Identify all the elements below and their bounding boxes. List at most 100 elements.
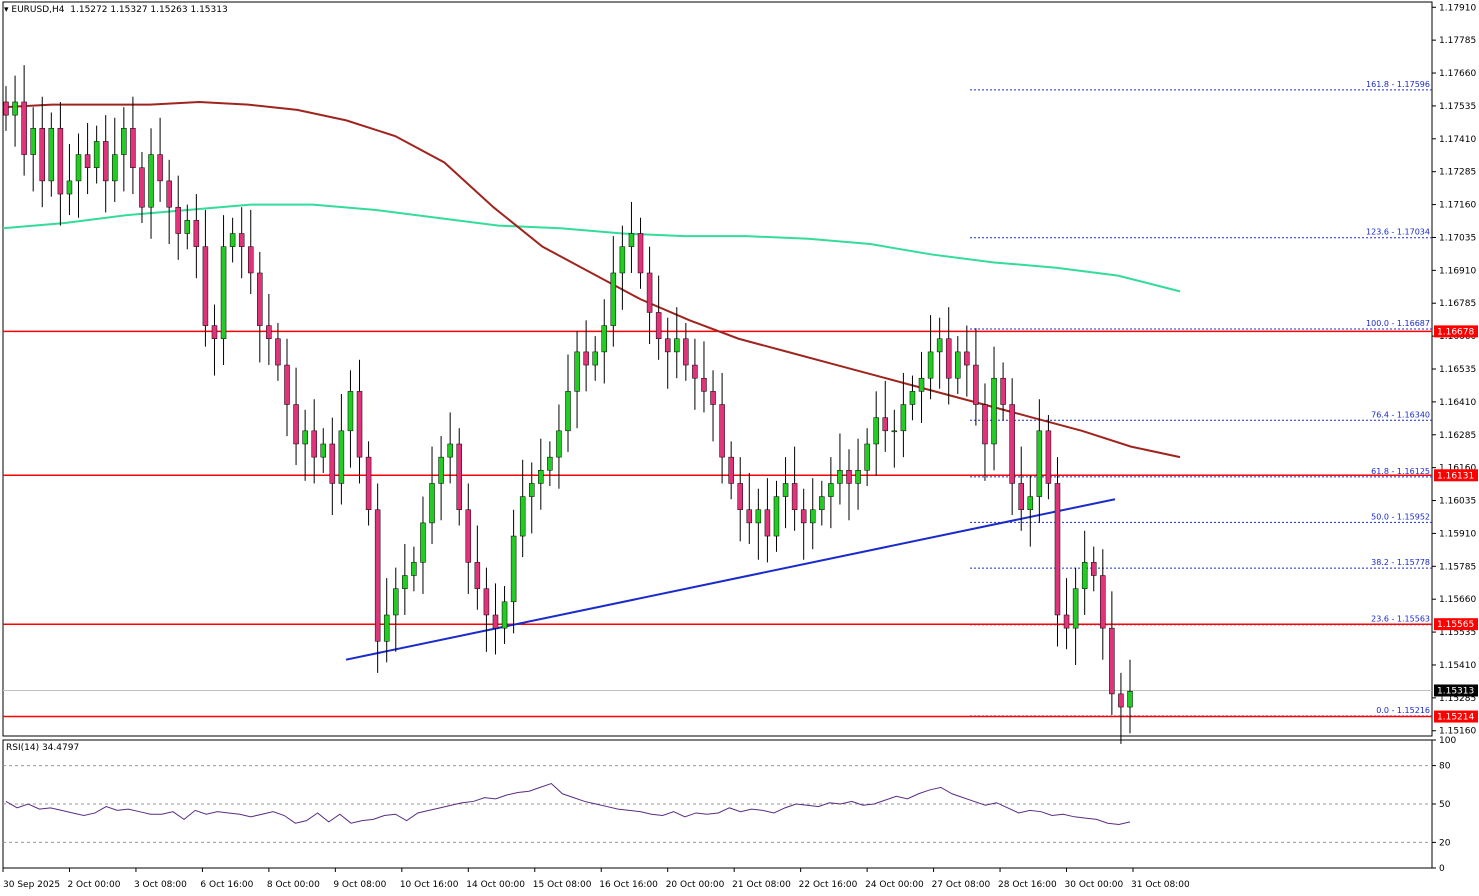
- x-tick-label: 10 Oct 16:00: [400, 880, 459, 890]
- rsi-y-tick-label: 20: [1439, 838, 1451, 848]
- candle-body: [791, 483, 798, 510]
- candle-body: [293, 404, 299, 445]
- candle-body: [637, 233, 644, 274]
- x-tick-label: 20 Oct 00:00: [666, 880, 725, 890]
- y-tick-label: 1.16160: [1439, 464, 1476, 474]
- candle-body: [1036, 430, 1043, 497]
- candle-body: [211, 325, 218, 339]
- candle-body: [1063, 614, 1070, 629]
- candle-body: [991, 377, 997, 445]
- x-tick-label: 28 Oct 16:00: [998, 880, 1057, 890]
- candle-body: [882, 417, 889, 432]
- y-tick-label: 1.16785: [1439, 299, 1476, 309]
- candle-body: [402, 575, 408, 589]
- price-tag-label: 1.15214: [1437, 713, 1474, 723]
- candle-body: [166, 180, 172, 208]
- candle-body: [701, 377, 707, 392]
- current-price-label: 1.15313: [1437, 686, 1474, 696]
- y-tick-label: 1.17035: [1439, 233, 1476, 243]
- candle-body: [528, 483, 535, 497]
- candle-body: [936, 338, 943, 353]
- candle-body: [1009, 404, 1015, 484]
- candle-body: [84, 154, 91, 168]
- candle-body: [447, 443, 453, 458]
- candle-body: [75, 154, 82, 182]
- y-tick-label: 1.17785: [1439, 36, 1476, 46]
- candle-body: [411, 562, 417, 576]
- candle-body: [538, 470, 544, 484]
- fib-level-label: 61.8 - 1.16125: [1371, 467, 1430, 476]
- candle-body: [1072, 588, 1079, 629]
- candle-body: [356, 391, 363, 458]
- y-tick-label: 1.15785: [1439, 562, 1476, 572]
- candle-body: [383, 614, 390, 642]
- candle-body: [918, 377, 925, 392]
- candle-body: [1018, 483, 1024, 510]
- rsi-title: RSI(14) 34.4797: [6, 743, 80, 753]
- price-tag-label: 1.16131: [1437, 471, 1474, 481]
- rsi-y-tick-label: 0: [1439, 864, 1445, 874]
- x-tick-label: 3 Oct 08:00: [134, 880, 187, 890]
- x-tick-label: 31 Oct 08:00: [1131, 880, 1190, 890]
- candle-body: [320, 443, 327, 458]
- y-tick-label: 1.16910: [1439, 266, 1476, 276]
- candle-body: [1100, 575, 1106, 629]
- candle-body: [610, 272, 617, 326]
- x-tick-label: 30 Oct 00:00: [1065, 880, 1124, 890]
- candle-body: [828, 483, 834, 497]
- candle-body: [837, 470, 843, 484]
- candle-body: [329, 443, 336, 484]
- candle-body: [782, 483, 789, 497]
- candle-body: [66, 180, 73, 195]
- y-tick-label: 1.15535: [1439, 628, 1476, 638]
- x-tick-label: 24 Oct 00:00: [865, 880, 924, 890]
- x-tick-label: 9 Oct 08:00: [333, 880, 386, 890]
- x-tick-label: 6 Oct 16:00: [200, 880, 253, 890]
- candle-body: [927, 351, 934, 379]
- trendline[interactable]: [345, 498, 1116, 661]
- candle-body: [465, 509, 472, 563]
- x-tick-label: 16 Oct 16:00: [599, 880, 658, 890]
- y-tick-label: 1.16285: [1439, 431, 1476, 441]
- candle-body: [1000, 377, 1006, 405]
- candle-body: [247, 246, 254, 274]
- candle-body: [184, 220, 191, 234]
- x-tick-label: 22 Oct 16:00: [799, 880, 858, 890]
- candle-body: [275, 338, 281, 366]
- candle-body: [21, 101, 27, 155]
- candle-body: [755, 509, 762, 524]
- candle-body: [420, 522, 426, 563]
- candle-body: [1118, 693, 1124, 708]
- candle-body: [238, 233, 245, 247]
- candle-body: [737, 483, 743, 510]
- candle-body: [48, 128, 55, 182]
- rsi-y-tick-label: 50: [1439, 800, 1451, 810]
- x-tick-label: 27 Oct 08:00: [932, 880, 991, 890]
- rsi-line: [5, 782, 1131, 825]
- y-tick-label: 1.17910: [1439, 3, 1476, 13]
- candle-body: [655, 312, 662, 339]
- candle-body: [1045, 430, 1052, 484]
- candle-body: [112, 154, 118, 182]
- candle-body: [157, 154, 163, 182]
- candle-body: [1090, 562, 1097, 576]
- candle-body: [1081, 562, 1088, 589]
- current-price-tag: [1434, 684, 1478, 697]
- y-tick-label: 1.17285: [1439, 168, 1476, 178]
- candle-body: [909, 391, 916, 405]
- candle-body: [93, 141, 100, 168]
- candle-body: [710, 391, 716, 405]
- price-tag: [1434, 469, 1478, 482]
- price-tag: [1434, 618, 1478, 631]
- candle-body: [846, 470, 852, 484]
- candle-body: [583, 351, 589, 366]
- candle-body: [982, 404, 988, 445]
- candle-body: [30, 128, 36, 155]
- y-tick-label: 1.15285: [1439, 694, 1476, 704]
- y-tick-label: 1.15410: [1439, 661, 1476, 671]
- x-tick-label: 2 Oct 00:00: [67, 880, 120, 890]
- candle-body: [873, 417, 879, 445]
- candle-body: [719, 404, 725, 458]
- price-tag: [1434, 325, 1478, 338]
